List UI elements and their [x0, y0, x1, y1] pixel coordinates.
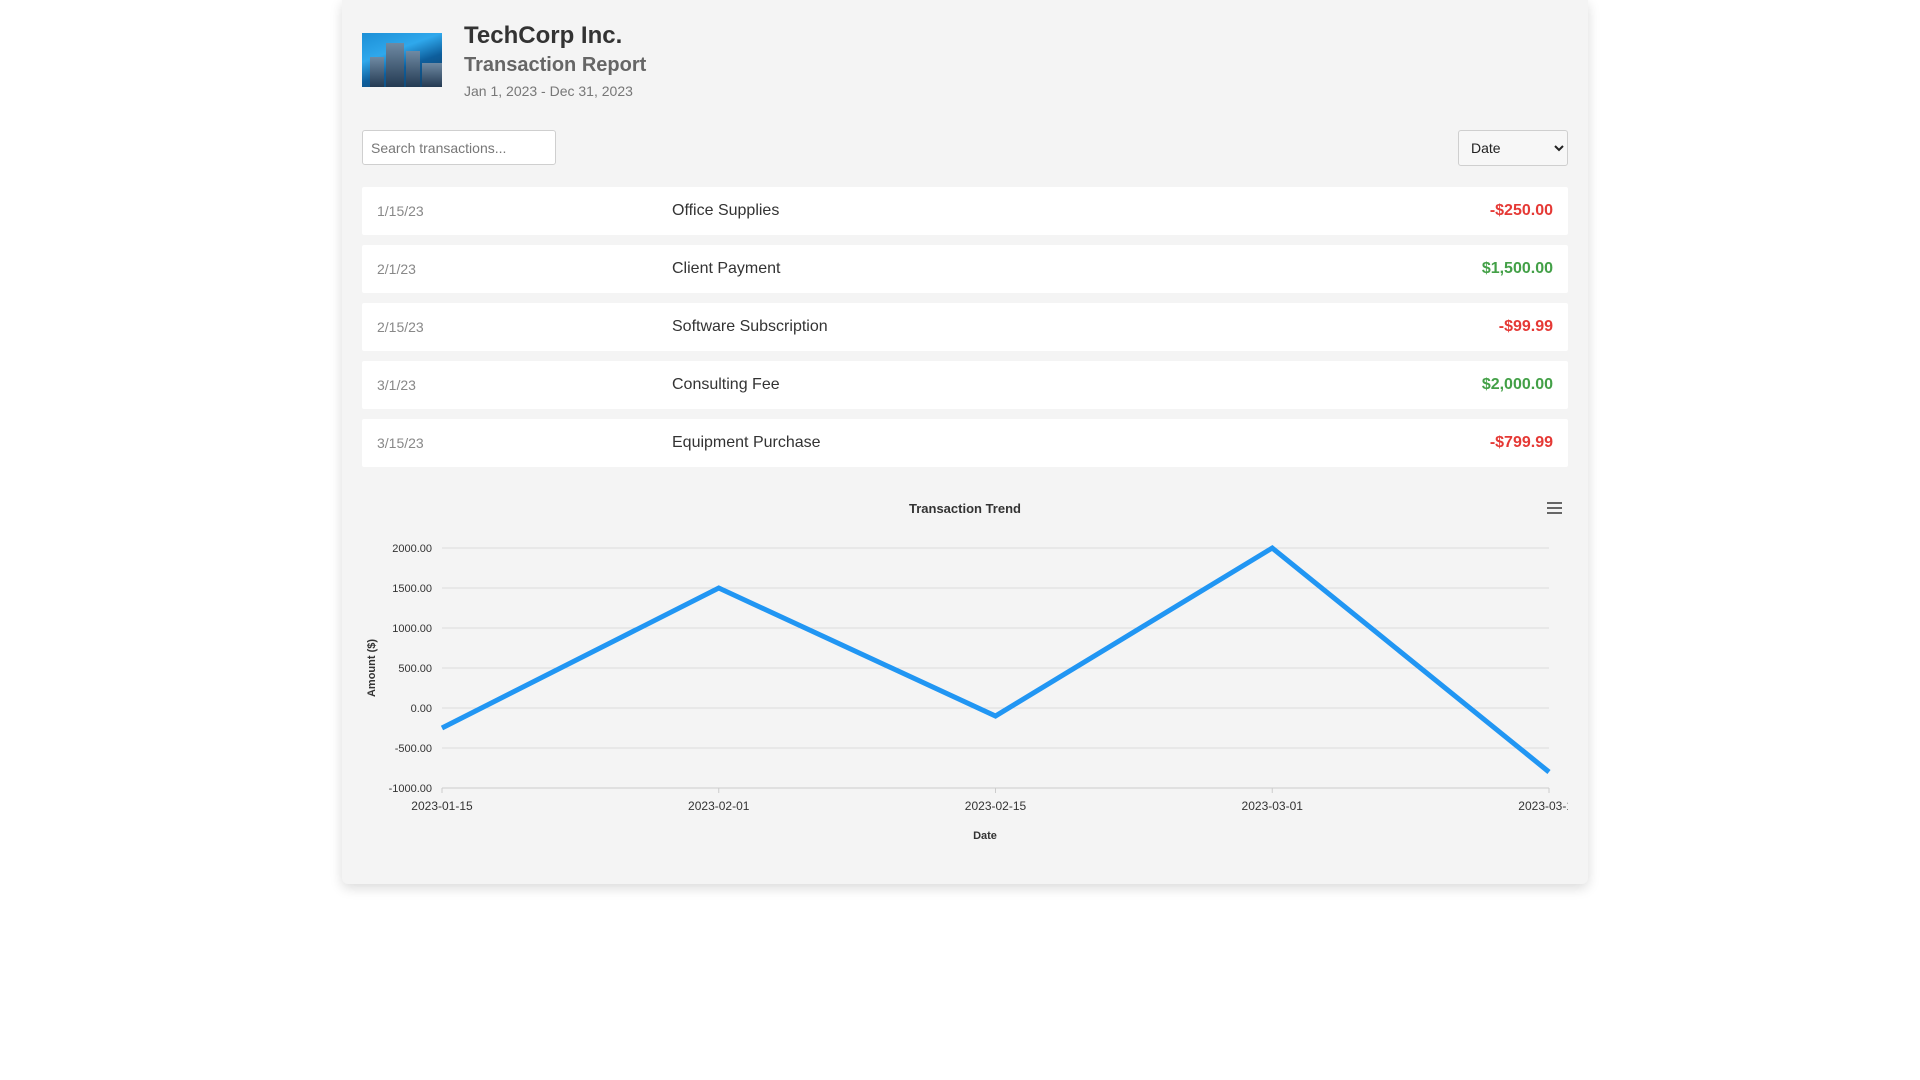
transaction-row[interactable]: 3/15/23 Equipment Purchase -$799.99: [362, 419, 1568, 467]
y-tick-label: 1000.00: [392, 623, 432, 635]
transaction-date: 3/15/23: [377, 435, 424, 451]
transaction-date: 1/15/23: [377, 203, 424, 219]
transaction-description: Client Payment: [672, 260, 781, 277]
transaction-row[interactable]: 2/15/23 Software Subscription -$99.99: [362, 303, 1568, 351]
transaction-row[interactable]: 1/15/23 Office Supplies -$250.00: [362, 187, 1568, 235]
y-tick-label: 500.00: [398, 663, 432, 675]
x-tick-label: 2023-02-01: [688, 799, 750, 813]
transaction-amount: $1,500.00: [1481, 260, 1553, 277]
transaction-description: Equipment Purchase: [672, 434, 821, 451]
transaction-description: Office Supplies: [672, 202, 780, 219]
chart-svg: Transaction Trend 2000.00 1500.00 1000.00 50…: [366, 501, 1568, 842]
report-card: TechCorp Inc. Transaction Report Jan 1, …: [342, 0, 1588, 884]
sort-select[interactable]: Date: [1458, 130, 1568, 166]
transaction-date: 2/15/23: [377, 319, 424, 335]
report-header: TechCorp Inc. Transaction Report Jan 1, …: [362, 22, 1568, 102]
transaction-description: Consulting Fee: [672, 376, 780, 393]
y-tick-label: 1500.00: [392, 583, 432, 595]
transaction-trend-chart: Transaction Trend 2000.00 1500.00 1000.00 50…: [362, 490, 1568, 860]
y-tick-label: -500.00: [395, 743, 432, 755]
company-name: TechCorp Inc.: [464, 22, 623, 49]
x-tick-label: 2023-02-15: [965, 799, 1027, 813]
x-tick-label: 2023-01-15: [411, 799, 473, 813]
company-logo: [362, 33, 442, 87]
x-axis-label: Date: [973, 830, 997, 842]
transaction-row[interactable]: 3/1/23 Consulting Fee $2,000.00: [362, 361, 1568, 409]
transaction-list: 1/15/23 Office Supplies -$250.00 2/1/23 Clie…: [362, 187, 1568, 477]
transaction-amount: -$99.99: [1498, 318, 1553, 335]
transaction-date: 2/1/23: [377, 261, 416, 277]
transaction-description: Software Subscription: [672, 318, 828, 335]
y-tick-label: -1000.00: [389, 783, 432, 795]
y-tick-label: 2000.00: [392, 543, 432, 555]
search-input[interactable]: [362, 130, 556, 165]
date-range: Jan 1, 2023 - Dec 31, 2023: [464, 83, 633, 99]
chart-title: Transaction Trend: [909, 501, 1021, 516]
x-tick-label: 2023-03-01: [1242, 799, 1304, 813]
hamburger-menu-icon[interactable]: [1540, 496, 1568, 520]
y-tick-label: 0.00: [411, 703, 432, 715]
transaction-date: 3/1/23: [377, 377, 416, 393]
report-title: Transaction Report: [464, 54, 647, 76]
series-line: [440, 544, 1551, 774]
y-axis-label: Amount ($): [366, 639, 378, 697]
x-tick-label: 2023-03-15: [1518, 799, 1568, 813]
transaction-amount: $2,000.00: [1481, 376, 1553, 393]
transaction-row[interactable]: 2/1/23 Client Payment $1,500.00: [362, 245, 1568, 293]
transaction-amount: -$799.99: [1489, 434, 1553, 451]
transaction-amount: -$250.00: [1489, 202, 1553, 219]
